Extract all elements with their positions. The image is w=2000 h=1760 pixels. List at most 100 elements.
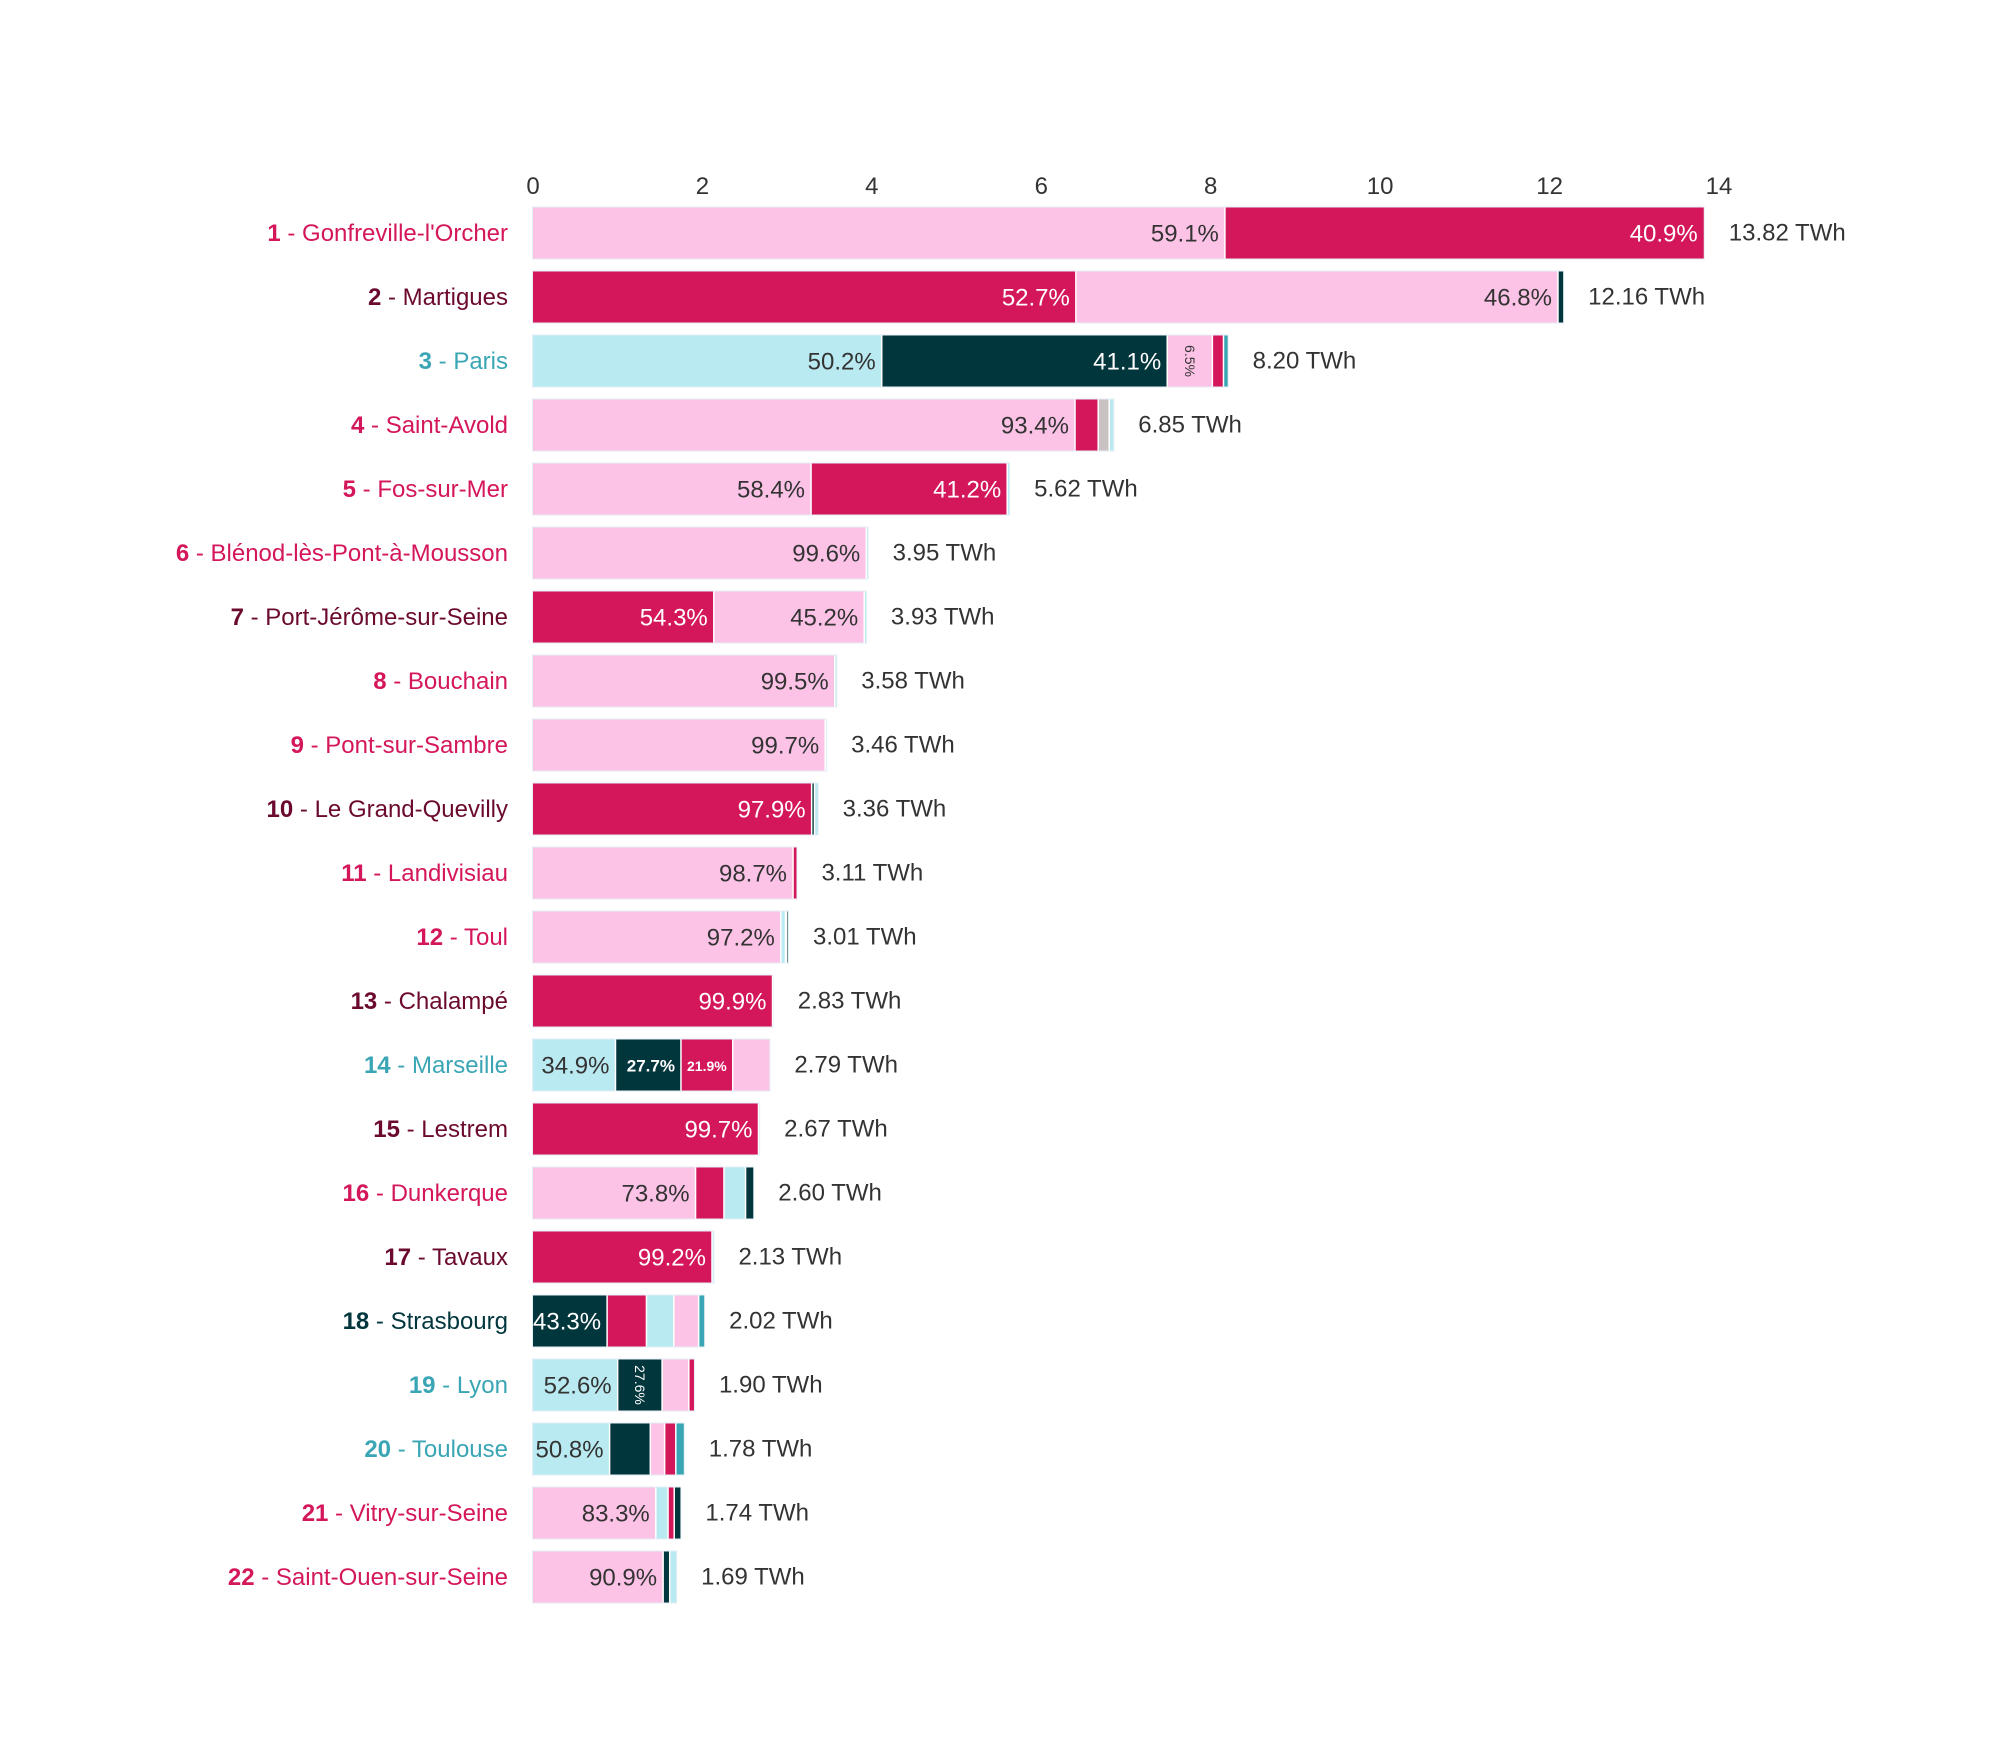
row-name: - Gonfreville-l'Orcher: [281, 220, 508, 247]
bar-segment-pink: [533, 719, 826, 771]
segment-percent-label: 99.9%: [698, 989, 766, 1016]
bar-segment-cyan: [669, 1551, 677, 1603]
row-rank: 21: [302, 1500, 329, 1527]
bar-row: 15 - Lestrem 99.7% 2.67 TWh: [373, 1102, 888, 1156]
bar-segment-pink: [713, 591, 865, 643]
bar-segment-dark: [745, 1167, 754, 1219]
row-label: 22 - Saint-Ouen-sur-Seine: [228, 1564, 508, 1591]
bar-segment-dark: [811, 783, 815, 835]
bar-segment-crimson: [1212, 335, 1224, 387]
segment-percent-label: 34.9%: [541, 1053, 609, 1080]
row-label: 9 - Pont-sur-Sambre: [291, 732, 508, 759]
segment-percent-label: 45.2%: [790, 605, 858, 632]
bar-segment-pink: [533, 207, 1225, 259]
bar-row: 6 - Blénod-lès-Pont-à-Mousson 99.6% 3.95 T…: [176, 526, 997, 580]
row-label: 3 - Paris: [419, 348, 508, 375]
bar-segment-cyan: [646, 1295, 674, 1347]
bar-row: 19 - Lyon 52.6% 27.6% 1.90 TWh: [409, 1358, 823, 1412]
bar-segment-pink: [533, 1167, 696, 1219]
bar-segment-dark: [533, 1295, 608, 1347]
segment-percent-label: 99.7%: [684, 1117, 752, 1144]
row-name: - Tavaux: [411, 1244, 508, 1271]
row-label: 21 - Vitry-sur-Seine: [302, 1500, 508, 1527]
row-label: 13 - Chalampé: [351, 988, 508, 1015]
x-tick-label: 2: [696, 173, 709, 200]
segment-percent-label: 93.4%: [1001, 413, 1069, 440]
row-name: - Bouchain: [387, 668, 508, 695]
bar-row: 10 - Le Grand-Quevilly 97.9% 3.36 TWh: [267, 782, 946, 836]
bar-segment-pink: [662, 1359, 689, 1411]
row-label: 10 - Le Grand-Quevilly: [267, 796, 508, 823]
bar-row: 3 - Paris 50.2% 41.1% 6.5% 8.20 TWh: [419, 334, 1356, 388]
row-total-label: 3.46 TWh: [851, 732, 955, 759]
row-rank: 5: [343, 476, 356, 503]
bar-row: 17 - Tavaux 99.2% 2.13 TWh: [384, 1230, 842, 1284]
row-label: 12 - Toul: [416, 924, 508, 951]
row-name: - Pont-sur-Sambre: [304, 732, 508, 759]
row-name: - Saint-Ouen-sur-Seine: [255, 1564, 508, 1591]
segment-percent-label: 50.8%: [536, 1437, 604, 1464]
row-total-label: 2.83 TWh: [798, 988, 902, 1015]
bar-segment-crimson: [695, 1167, 724, 1219]
bar-segment-teal: [675, 1423, 684, 1475]
row-label: 17 - Tavaux: [384, 1244, 508, 1271]
segment-percent-label: 99.6%: [792, 541, 860, 568]
segment-percent-label: 41.1%: [1093, 349, 1161, 376]
bar-row: 13 - Chalampé 99.9% 2.83 TWh: [351, 974, 902, 1028]
segment-percent-label: 59.1%: [1151, 221, 1219, 248]
row-label: 18 - Strasbourg: [343, 1308, 508, 1335]
bar-row: 21 - Vitry-sur-Seine 83.3% 1.74 TWh: [302, 1486, 809, 1540]
bar-rows: 1 - Gonfreville-l'Orcher 59.1% 40.9% 13.82 …: [176, 206, 1846, 1604]
bar-segment-cyan: [723, 1167, 746, 1219]
row-total-label: 1.78 TWh: [709, 1436, 813, 1463]
row-label: 8 - Bouchain: [373, 668, 508, 695]
segment-percent-label: 27.6%: [632, 1365, 648, 1405]
x-tick-label: 12: [1536, 173, 1563, 200]
row-rank: 16: [343, 1180, 370, 1207]
row-rank: 9: [291, 732, 304, 759]
row-total-label: 1.69 TWh: [701, 1564, 805, 1591]
row-name: - Paris: [432, 348, 508, 375]
x-tick-label: 4: [865, 173, 878, 200]
bar-segment-dark: [609, 1423, 651, 1475]
row-rank: 3: [419, 348, 432, 375]
segment-percent-label: 83.3%: [582, 1501, 650, 1528]
bar-segment-teal: [698, 1295, 705, 1347]
row-total-label: 3.95 TWh: [893, 540, 997, 567]
row-label: 6 - Blénod-lès-Pont-à-Mousson: [176, 540, 508, 567]
row-name: - Toulouse: [391, 1436, 508, 1463]
row-total-label: 1.74 TWh: [705, 1500, 809, 1527]
row-name: - Saint-Avold: [364, 412, 508, 439]
bar-segment-pink: [533, 847, 794, 899]
bar-row: 1 - Gonfreville-l'Orcher 59.1% 40.9% 13.82 …: [267, 206, 1846, 260]
bar-segment-pink: [533, 399, 1075, 451]
bar-row: 8 - Bouchain 99.5% 3.58 TWh: [373, 654, 965, 708]
bar-row: 4 - Saint-Avold 93.4% 6.85 TWh: [351, 398, 1242, 452]
row-name: - Fos-sur-Mer: [356, 476, 508, 503]
row-rank: 17: [384, 1244, 411, 1271]
row-total-label: 3.58 TWh: [861, 668, 965, 695]
row-label: 14 - Marseille: [364, 1052, 508, 1079]
x-tick-label: 0: [526, 173, 539, 200]
row-rank: 8: [373, 668, 386, 695]
segment-percent-label: 43.3%: [533, 1309, 601, 1336]
bar-row: 7 - Port-Jérôme-sur-Seine 54.3% 45.2% 3.93 …: [231, 590, 995, 644]
bar-row: 20 - Toulouse 50.8% 1.78 TWh: [364, 1422, 813, 1476]
bar-segment-cyan: [533, 1359, 618, 1411]
bar-segment-gray: [1098, 399, 1110, 451]
row-rank: 18: [343, 1308, 370, 1335]
row-rank: 14: [364, 1052, 391, 1079]
segment-percent-label: 99.7%: [751, 733, 819, 760]
row-rank: 6: [176, 540, 189, 567]
bar-row: 22 - Saint-Ouen-sur-Seine 90.9% 1.69 TWh: [228, 1550, 805, 1604]
bar-segment-crimson: [664, 1423, 676, 1475]
row-rank: 10: [267, 796, 294, 823]
bar-segment-crimson: [811, 463, 1008, 515]
segment-percent-label: 40.9%: [1630, 221, 1698, 248]
bar-segment-cyan: [814, 783, 818, 835]
bar-segment-cyan: [834, 655, 837, 707]
bar-row: 12 - Toul 97.2% 3.01 TWh: [416, 910, 917, 964]
bar-segment-pink: [650, 1423, 665, 1475]
segment-percent-label: 27.7%: [627, 1057, 675, 1076]
row-total-label: 2.02 TWh: [729, 1308, 833, 1335]
